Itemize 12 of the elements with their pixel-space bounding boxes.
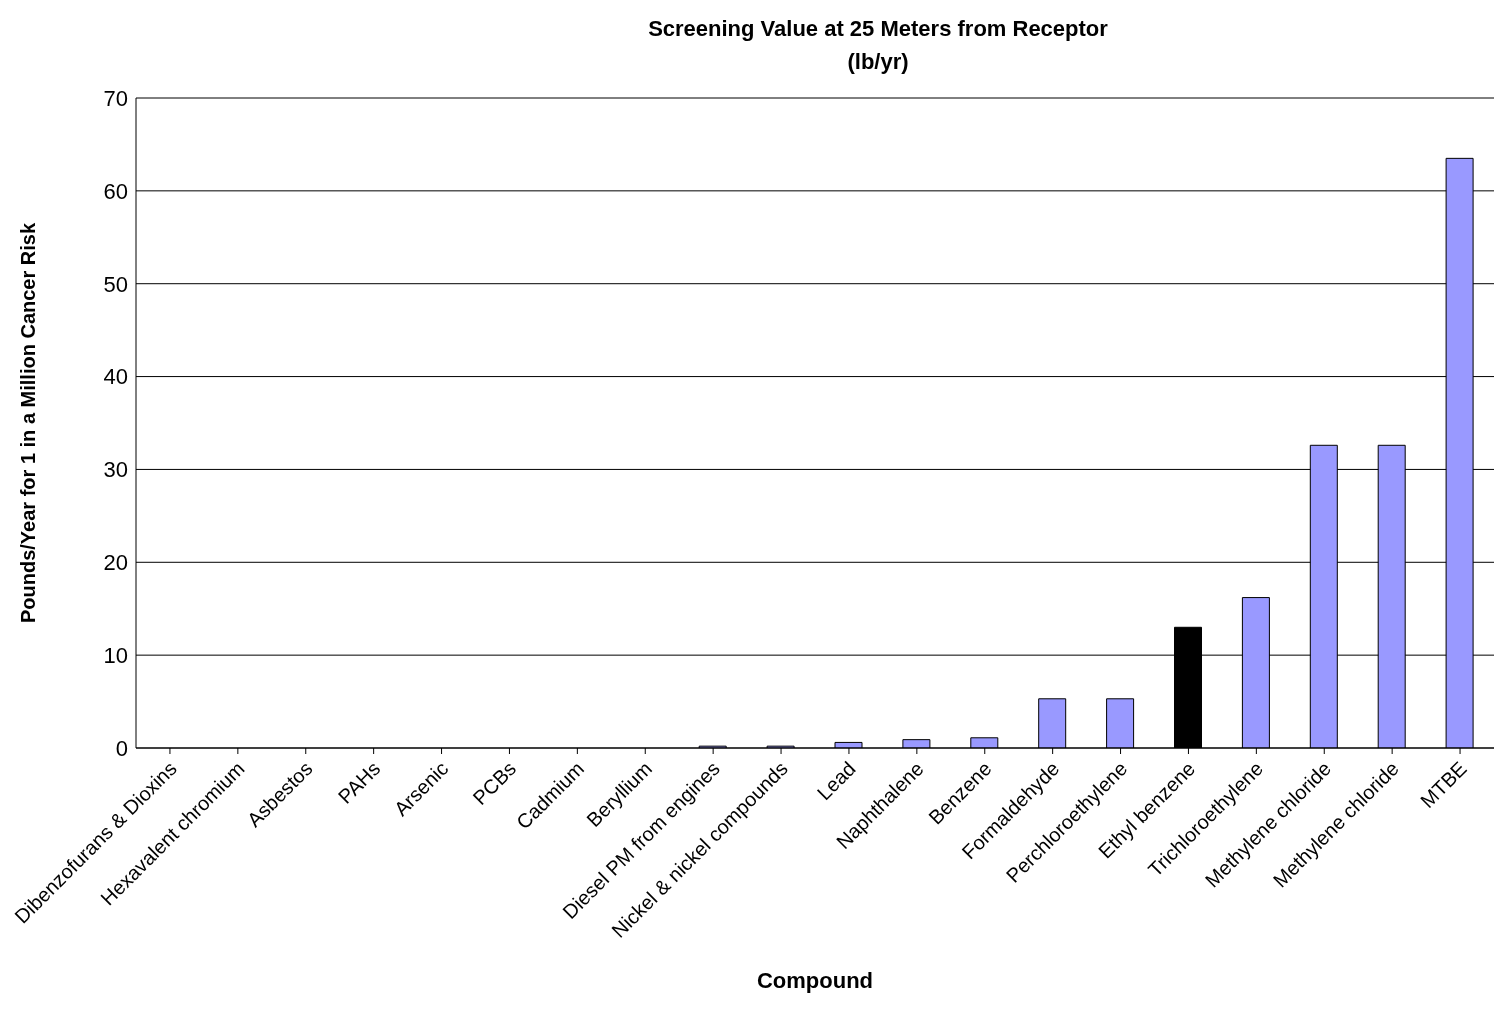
y-tick-label: 0: [115, 735, 128, 761]
y-tick-label: 50: [103, 271, 128, 297]
y-axis-title: Pounds/Year for 1 in a Million Cancer Risk: [17, 222, 40, 624]
y-tick-label: 70: [103, 85, 128, 111]
y-tick-label: 60: [103, 178, 128, 204]
x-axis-title: Compound: [756, 968, 874, 993]
y-tick-label: 40: [103, 364, 128, 390]
y-tick-label: 30: [103, 457, 128, 483]
chart-subtitle: (lb/yr): [846, 48, 910, 76]
y-tick-label: 20: [103, 550, 128, 576]
chart-title: Screening Value at 25 Meters from Receptor: [647, 15, 1109, 43]
y-tick-label: 10: [103, 642, 128, 668]
